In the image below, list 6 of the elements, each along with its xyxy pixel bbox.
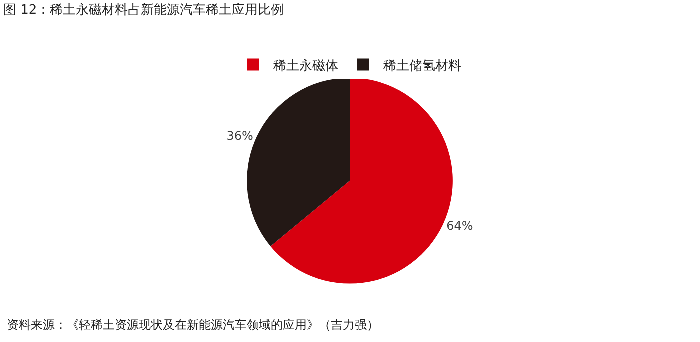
data-label: 36% xyxy=(226,128,254,143)
legend-label: 稀土储氢材料 xyxy=(384,58,462,74)
legend-label: 稀土永磁体 xyxy=(274,58,338,74)
chart-title: 图 12：稀土永磁材料占新能源汽车稀土应用比例 xyxy=(4,2,284,18)
data-label: 64% xyxy=(446,218,474,233)
text: 资料来源：《轻稀土资源现状及在新能源汽车领域的应用》（吉力强） xyxy=(7,318,379,332)
